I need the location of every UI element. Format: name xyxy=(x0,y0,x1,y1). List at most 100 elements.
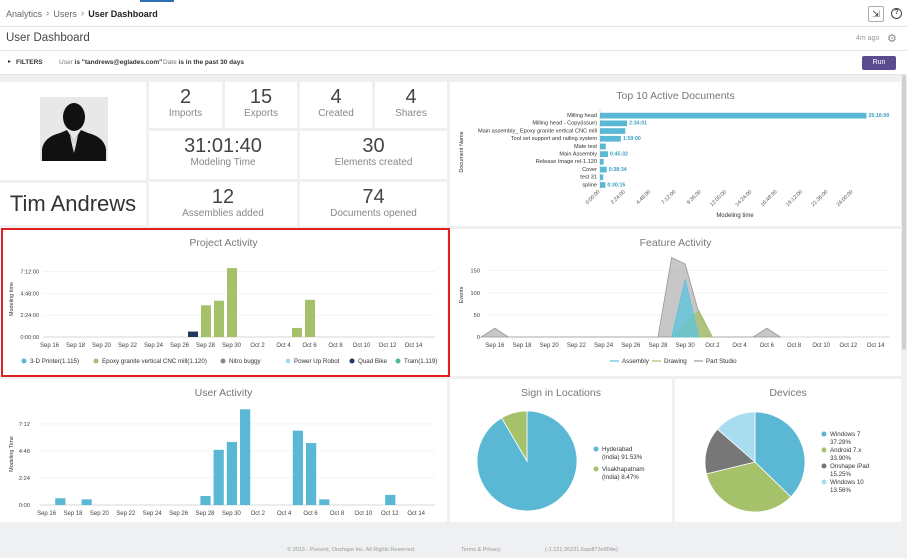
x-tick-label: Oct 12 xyxy=(381,511,399,517)
project-bar xyxy=(292,327,302,337)
legend-dot xyxy=(220,358,226,364)
legend-dot xyxy=(395,358,401,364)
pie-slice xyxy=(704,428,756,475)
legend-label: Windows 10 xyxy=(830,479,864,486)
breadcrumb-users[interactable]: Users xyxy=(53,8,77,19)
legend-label: Epoxy granite vertical CNC mill(1.120) xyxy=(102,358,207,365)
chevron-right-icon: › xyxy=(80,8,85,19)
breadcrumb: Analytics › Users › User Dashboard xyxy=(6,8,158,19)
breadcrumb-analytics[interactable]: Analytics xyxy=(6,8,43,19)
x-tick-label: Oct 14 xyxy=(867,343,885,349)
x-tick-label: 21:36:00 xyxy=(810,189,829,208)
x-tick-label: Oct 2 xyxy=(250,343,265,349)
x-tick-label: Sep 28 xyxy=(195,511,215,517)
legend-dot xyxy=(21,358,27,364)
legend-label: Android 7.x xyxy=(830,447,862,454)
chart-title: Sign in Locations xyxy=(521,387,601,399)
doc-label: Release Image rel-1.120 xyxy=(536,159,597,165)
x-tick-label: Sep 26 xyxy=(169,511,189,517)
user-activity-bar xyxy=(55,498,66,505)
x-tick-label: Sep 28 xyxy=(196,343,216,349)
x-tick-label: Sep 22 xyxy=(116,511,136,517)
doc-bar xyxy=(600,166,607,173)
x-tick-label: Sep 26 xyxy=(621,343,641,349)
legend-dot xyxy=(349,358,355,364)
pie-slice xyxy=(705,461,792,513)
legend-label: Onshape iPad xyxy=(830,463,870,470)
legend-label: Tram(1.119) xyxy=(404,358,437,365)
x-tick-label: 4:48:00 xyxy=(635,189,652,206)
y-tick-label: 2:24:00 xyxy=(20,313,39,319)
help-icon[interactable]: ? xyxy=(891,8,902,19)
x-tick-label: Oct 14 xyxy=(405,343,423,349)
stat-assemblies-added: 12 Assemblies added xyxy=(149,182,297,226)
user-activity-bar xyxy=(292,430,303,505)
legend-label: Windows 7 xyxy=(830,431,861,438)
legend-label: Visakhapatnam (India) 8.47% xyxy=(602,466,645,481)
date-filter[interactable]: Date is in the past 30 days xyxy=(163,59,244,66)
top-documents-chart: Milling head 25:16:00 Milling head - Copy(… xyxy=(459,109,889,219)
user-activity-bar xyxy=(385,494,396,505)
x-tick-label: 19:12:00 xyxy=(785,189,804,208)
export-button[interactable]: ⇲ xyxy=(868,6,884,22)
stat-imports: 2 Imports xyxy=(149,82,222,128)
doc-bar xyxy=(600,143,606,150)
scrollbar[interactable] xyxy=(902,75,906,350)
x-tick-label: 0:00:00 xyxy=(585,189,602,206)
doc-data-label: 0:45:32 xyxy=(610,152,628,158)
doc-bar xyxy=(600,112,867,119)
x-tick-label: Oct 6 xyxy=(302,343,317,349)
doc-label: Milling head xyxy=(567,113,597,119)
x-axis-label: Modeling time xyxy=(716,213,754,219)
stat-modeling-time: 31:01:40 Modeling Time xyxy=(149,131,297,179)
user-name: Tim Andrews xyxy=(0,183,146,225)
doc-bar xyxy=(600,135,621,142)
legend-label: Drawing xyxy=(664,358,687,365)
feature-area xyxy=(479,256,782,338)
x-tick-label: Oct 8 xyxy=(328,343,343,349)
legend-dot xyxy=(821,431,827,437)
pie-slice xyxy=(501,410,528,463)
y-tick-label: 0:00 xyxy=(19,503,30,509)
legend-percent: 37.29% xyxy=(830,439,851,446)
terms-link[interactable]: Terms & Privacy xyxy=(461,547,501,553)
y-tick-label: 7:12:00 xyxy=(20,270,39,276)
x-tick-label: Sep 20 xyxy=(92,343,112,349)
legend-dot xyxy=(285,358,291,364)
project-bar xyxy=(214,300,224,337)
y-axis-label: Document Name xyxy=(459,131,465,172)
chart-title: Feature Activity xyxy=(639,237,712,249)
caret-right-icon[interactable]: ▸ xyxy=(8,59,12,65)
x-tick-label: Sep 22 xyxy=(118,343,138,349)
stat-documents-opened: 74 Documents opened xyxy=(300,182,447,226)
x-tick-label: 9:36:00 xyxy=(686,189,703,206)
x-tick-label: Sep 16 xyxy=(485,343,505,349)
stat-created: 4 Created xyxy=(300,82,372,128)
x-tick-label: Sep 18 xyxy=(66,343,86,349)
x-tick-label: Sep 18 xyxy=(512,343,532,349)
y-tick-label: 0:00:00 xyxy=(20,335,39,341)
doc-data-label: 0:30:15 xyxy=(607,182,625,188)
doc-bar xyxy=(600,174,604,181)
x-tick-label: Oct 12 xyxy=(840,343,858,349)
user-filter[interactable]: User is "tandrews@eglades.com" xyxy=(59,59,163,66)
doc-bar xyxy=(600,182,606,188)
filters-toggle[interactable]: FILTERS xyxy=(16,59,43,66)
doc-label: Tool set support and railing system xyxy=(511,136,597,142)
y-tick-label: 2:24 xyxy=(19,476,31,482)
x-tick-label: 14:24:00 xyxy=(734,189,753,208)
project-bar xyxy=(188,331,198,337)
y-tick-label: 50 xyxy=(474,313,480,319)
page-title: User Dashboard xyxy=(6,32,90,44)
run-button[interactable]: Run xyxy=(862,56,896,70)
filter-bar: ▸ FILTERS User is "tandrews@eglades.com"… xyxy=(0,51,907,75)
top-documents-panel: Top 10 Active Documents Milling head 25:1… xyxy=(450,82,901,226)
sign-in-locations-chart: Hyderabad (India) 91.53%Visakhapatnam (Ind… xyxy=(476,410,645,512)
legend-label: Part Studio xyxy=(706,358,737,365)
y-axis-label: Events xyxy=(459,286,465,303)
chart-title: Top 10 Active Documents xyxy=(616,90,735,102)
doc-data-label: 2:34:01 xyxy=(629,121,647,127)
x-tick-label: Sep 30 xyxy=(222,511,242,517)
doc-label: Cover xyxy=(582,167,597,173)
gear-icon[interactable]: ⚙ xyxy=(887,33,897,45)
